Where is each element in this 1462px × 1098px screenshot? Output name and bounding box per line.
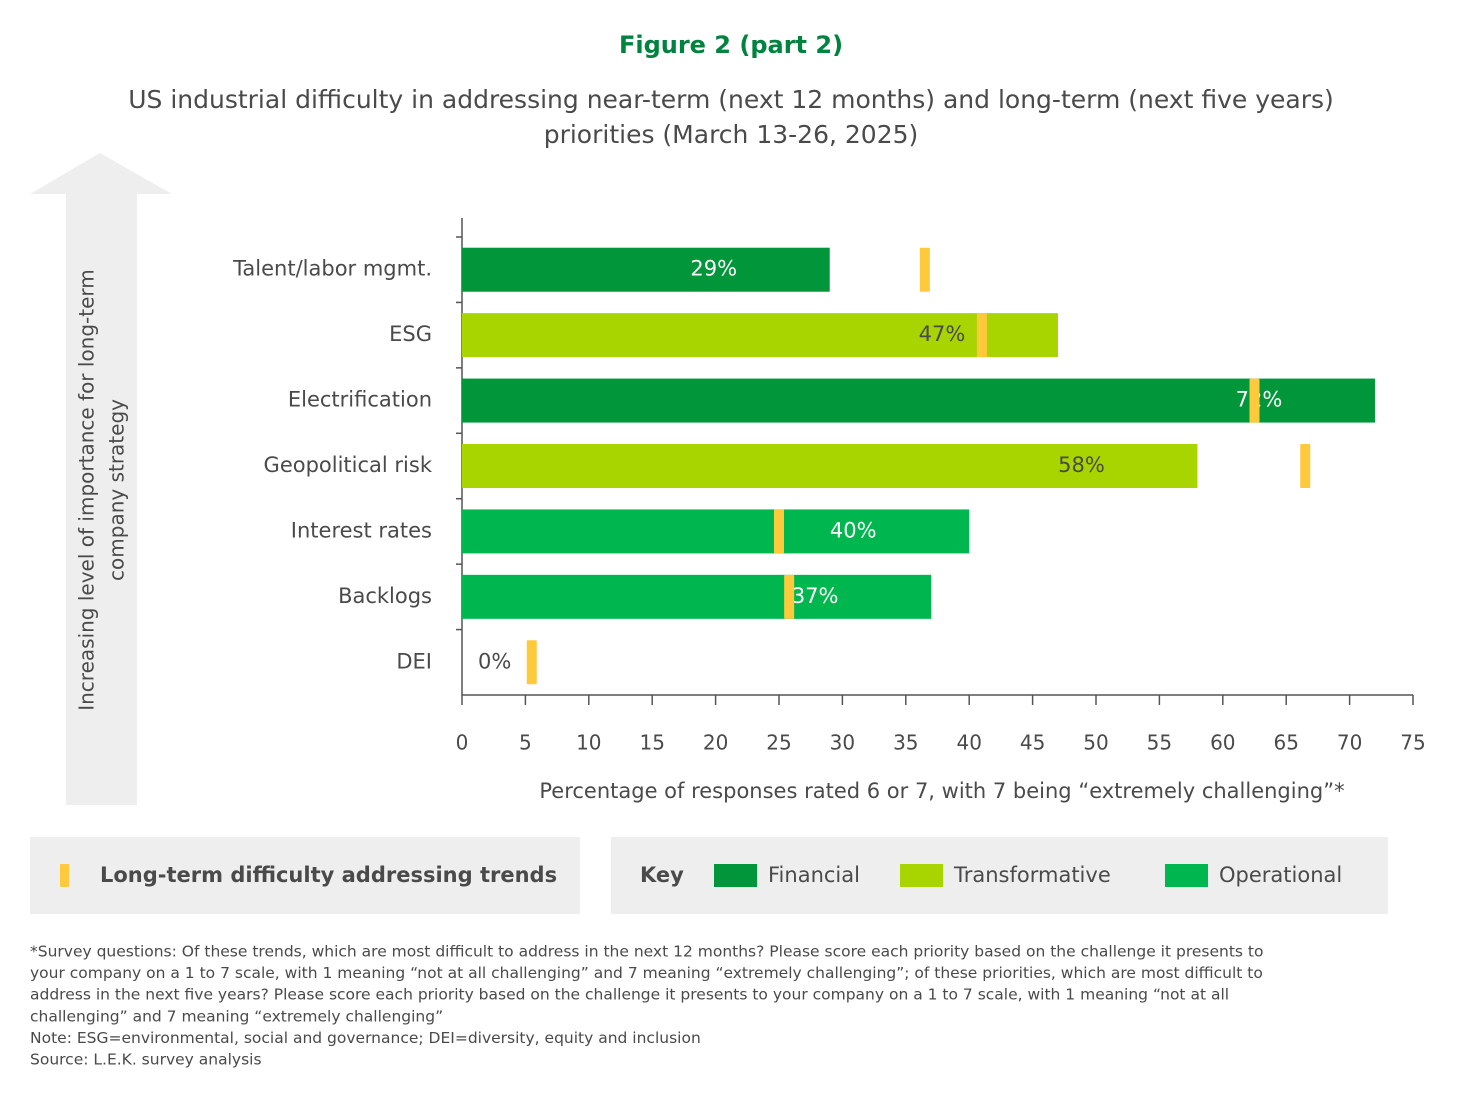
value-label: 0% [478, 649, 511, 673]
legend-marker-swatch [60, 864, 69, 887]
bar [462, 378, 1375, 423]
value-label: 40% [830, 518, 877, 542]
y-axis-label: company strategy [105, 399, 129, 581]
y-tick-label: DEI [396, 649, 432, 673]
x-tick-label: 50 [1083, 731, 1108, 755]
x-tick-label: 75 [1400, 731, 1425, 755]
y-tick-label: ESG [389, 322, 432, 346]
value-label: 37% [792, 584, 839, 608]
long-term-marker [1300, 444, 1311, 488]
x-tick-label: 0 [456, 731, 469, 755]
legend-label: Transformative [953, 863, 1111, 887]
legend-swatch [900, 864, 943, 887]
long-term-marker [976, 313, 987, 358]
x-tick-label: 45 [1020, 731, 1045, 755]
x-tick-label: 30 [830, 731, 855, 755]
x-axis-label: Percentage of responses rated 6 or 7, wi… [539, 779, 1344, 803]
bar [462, 574, 932, 619]
footnote: your company on a 1 to 7 scale, with 1 m… [30, 964, 1263, 982]
legend-label: Operational [1219, 863, 1342, 887]
long-term-marker [919, 247, 930, 292]
bar [462, 247, 830, 292]
x-tick-label: 55 [1147, 731, 1172, 755]
y-tick-label: Interest rates [291, 518, 432, 542]
long-term-marker [784, 574, 795, 619]
footnote: Source: L.E.K. survey analysis [30, 1051, 262, 1069]
y-tick-label: Talent/labor mgmt. [232, 257, 432, 281]
long-term-marker [1249, 378, 1260, 423]
footnote: Note: ESG=environmental, social and gove… [30, 1029, 701, 1047]
importance-arrow [30, 153, 172, 805]
x-tick-label: 15 [639, 731, 664, 755]
y-axis-label: Increasing level of importance for long-… [75, 269, 99, 711]
x-tick-label: 25 [766, 731, 791, 755]
y-tick-label: Backlogs [338, 584, 432, 608]
chart-title: Figure 2 (part 2) [619, 31, 843, 59]
bar [462, 313, 1058, 358]
marker-legend-box [30, 837, 580, 914]
x-tick-label: 70 [1337, 731, 1362, 755]
x-tick-label: 35 [893, 731, 918, 755]
legend-swatch [1165, 864, 1208, 887]
legend-swatch [714, 864, 757, 887]
bar [462, 444, 1198, 488]
footnote: address in the next five years? Please s… [30, 986, 1229, 1004]
value-label: 29% [690, 257, 737, 281]
x-tick-label: 20 [703, 731, 728, 755]
long-term-marker [526, 640, 537, 685]
chart-subtitle: US industrial difficulty in addressing n… [128, 85, 1334, 114]
y-tick-label: Electrification [288, 388, 432, 412]
x-tick-label: 60 [1210, 731, 1235, 755]
legend-label: Long-term difficulty addressing trends [100, 863, 557, 887]
key-title: Key [640, 863, 684, 887]
value-label: 47% [919, 322, 966, 346]
y-tick-label: Geopolitical risk [264, 453, 433, 477]
x-tick-label: 5 [519, 731, 532, 755]
x-tick-label: 65 [1273, 731, 1298, 755]
long-term-marker [774, 509, 784, 554]
chart-subtitle: priorities (March 13-26, 2025) [544, 120, 919, 149]
footnote: challenging” and 7 meaning “extremely ch… [30, 1007, 443, 1025]
x-tick-label: 10 [576, 731, 601, 755]
footnote: *Survey questions: Of these trends, whic… [30, 943, 1263, 961]
x-tick-label: 40 [956, 731, 981, 755]
value-label: 58% [1058, 453, 1105, 477]
bar [462, 509, 970, 554]
legend-label: Financial [768, 863, 860, 887]
